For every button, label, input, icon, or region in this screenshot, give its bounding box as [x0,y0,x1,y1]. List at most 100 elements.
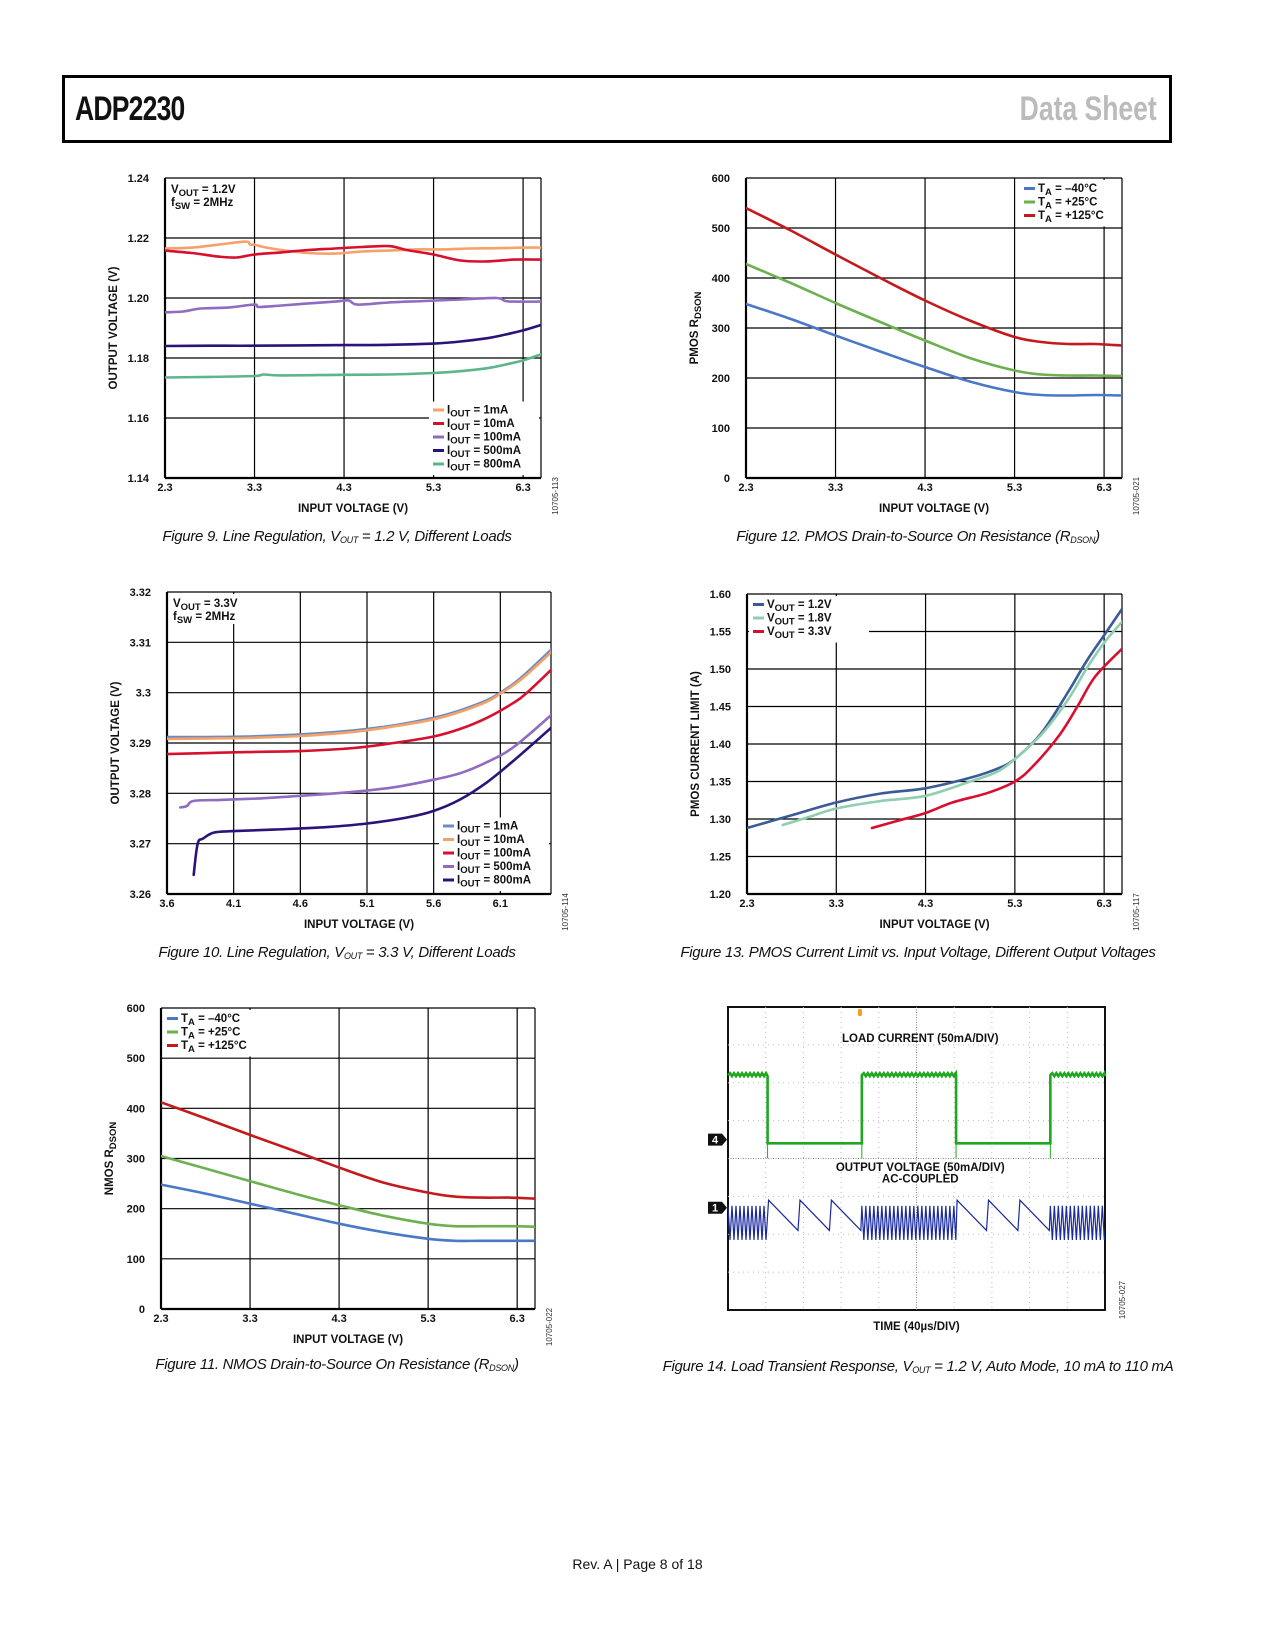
y-tick-label: 1.25 [710,852,731,864]
series-line [192,726,551,877]
series-line [746,206,1122,347]
caption-figure-13: Figure 13. PMOS Current Limit vs. Input … [680,944,1156,961]
y-tick-label: 100 [712,423,730,435]
x-tick-label: 5.3 [420,1313,435,1325]
legend-label: IOUT = 1mA [447,405,508,420]
y-tick-label: 3.29 [130,738,151,750]
annotation-vout: VOUT = 3.3V [173,598,238,613]
figure-id: 10705-117 [1132,893,1141,931]
legend-label: TA = –40°C [181,1013,240,1028]
series-group [747,607,1122,830]
y-axis-label: PMOS RDSON [689,291,704,364]
series-line [161,1101,535,1200]
y-tick-label: 300 [712,323,730,335]
x-tick-label: 6.3 [510,1313,525,1325]
figure-id: 10705-113 [551,477,560,515]
y-tick-label: 1.50 [710,664,731,676]
caption-figure-9: Figure 9. Line Regulation, VOUT = 1.2 V,… [162,528,512,545]
legend-label: IOUT = 1mA [457,821,518,836]
y-axis-label: OUTPUT VOLTAGE (V) [108,266,120,389]
document-type: Data Sheet [1019,90,1157,128]
figure-id: 10705-114 [561,893,570,931]
legend-label: TA = –40°C [1038,183,1097,198]
y-tick-label: 600 [712,173,730,185]
legend-label: VOUT = 1.8V [767,613,832,628]
legend-label: VOUT = 1.2V [767,599,832,614]
series-line [870,647,1122,830]
caption-figure-10: Figure 10. Line Regulation, VOUT = 3.3 V… [158,944,516,961]
y-tick-label: 3.28 [130,788,151,800]
x-tick-label: 4.3 [331,1313,346,1325]
x-tick-label: 4.3 [336,482,351,494]
x-tick-label: 3.6 [159,898,174,910]
page-footer: Rev. A | Page 8 of 18 [572,1556,703,1572]
caption-figure-14: Figure 14. Load Transient Response, VOUT… [662,1358,1174,1375]
y-tick-label: 1.45 [710,702,731,714]
series-line [747,607,1122,830]
y-tick-label: 1.20 [710,889,731,901]
output-voltage-trace [727,1198,1105,1240]
x-tick-label: 5.3 [1007,898,1022,910]
x-tick-label: 5.3 [1007,482,1022,494]
y-tick-label: 500 [712,223,730,235]
trigger-marker-icon [857,1009,862,1016]
series-line [746,262,1122,378]
x-tick-label: 4.3 [918,898,933,910]
y-tick-label: 3.31 [130,637,151,649]
x-tick-label: 3.3 [247,482,262,494]
gridlines [167,592,551,894]
legend-label: IOUT = 800mA [457,875,531,890]
x-tick-label: 4.6 [293,898,308,910]
series-line [781,620,1122,827]
x-axis-label: INPUT VOLTAGE (V) [298,503,408,515]
series-line [746,302,1122,397]
annotation-bg [169,594,243,624]
legend-box [749,596,869,643]
series-line [165,353,541,379]
x-tick-label: 3.3 [242,1313,257,1325]
figure-id: 10705-027 [1118,1280,1127,1319]
series-line [165,244,541,263]
series-line [161,1183,535,1243]
y-tick-label: 1.55 [710,627,731,639]
series-line [161,1154,535,1228]
legend-label: TA = +125°C [1038,210,1104,225]
legend-label: TA = +125°C [181,1040,247,1055]
figure-id: 10705-022 [545,1307,554,1346]
y-tick-label: 400 [127,1103,145,1115]
channel-marker-label: 4 [712,1135,719,1147]
y-tick-label: 3.27 [130,839,151,851]
y-tick-label: 1.22 [128,233,149,245]
ac-coupled-label: AC-COUPLED [882,1173,959,1185]
x-tick-label: 6.3 [1096,898,1111,910]
series-line [167,651,551,741]
y-tick-label: 1.24 [128,173,150,185]
legend-label: IOUT = 500mA [447,445,521,460]
x-tick-label: 2.3 [157,482,172,494]
y-tick-label: 200 [127,1204,145,1216]
series-line [165,323,541,348]
figure-id: 10705-021 [1132,476,1141,515]
series-group [161,1101,535,1243]
series-group [167,648,551,877]
y-tick-label: 3.32 [130,587,151,599]
time-axis-label: TIME (40µs/DIV) [873,1321,960,1333]
x-tick-label: 4.1 [226,898,241,910]
x-tick-label: 6.3 [1096,482,1111,494]
series-line [165,296,541,314]
x-tick-label: 6.1 [493,898,508,910]
annotation-bg [167,180,241,210]
x-tick-label: 5.6 [426,898,441,910]
channel-marker [708,1201,727,1214]
legend-label: IOUT = 10mA [447,418,515,433]
x-tick-label: 2.3 [738,482,753,494]
x-axis-label: INPUT VOLTAGE (V) [293,1334,403,1346]
scope-grid [728,1007,1105,1310]
x-axis-label: INPUT VOLTAGE (V) [879,919,989,931]
y-tick-label: 1.18 [128,353,149,365]
y-tick-label: 1.20 [128,293,149,305]
y-tick-label: 100 [127,1254,145,1266]
